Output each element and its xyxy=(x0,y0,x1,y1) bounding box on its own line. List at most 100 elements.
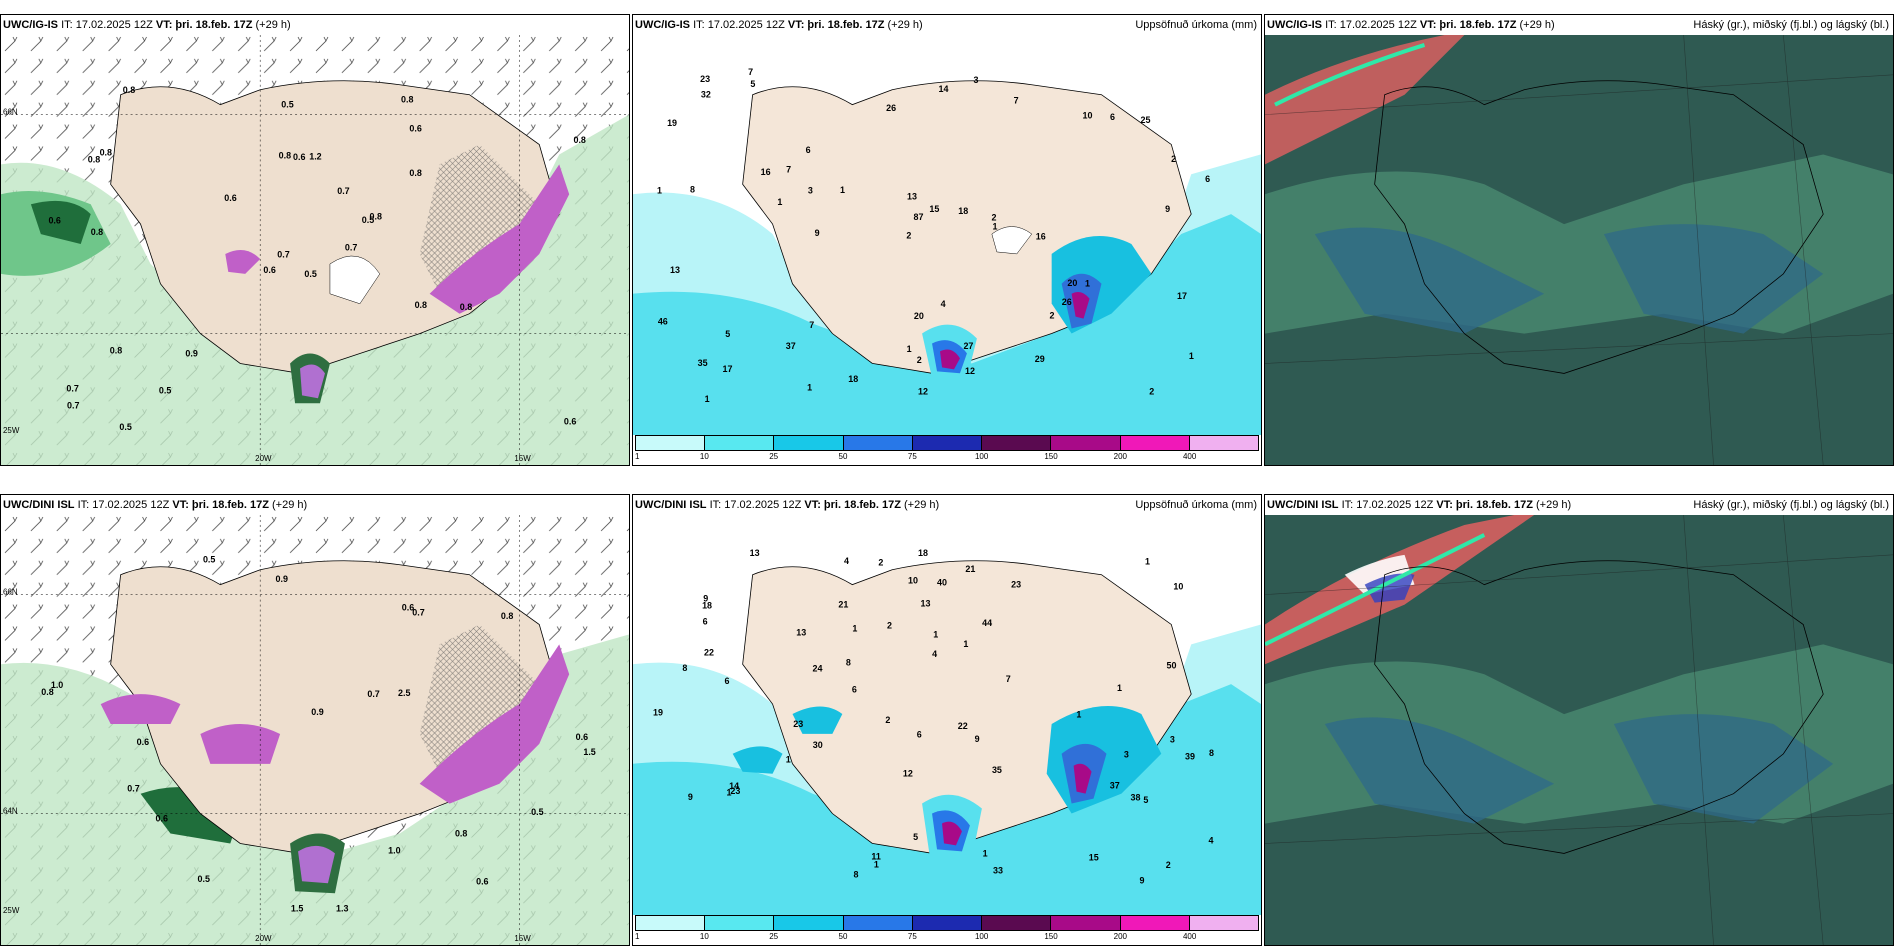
map-value-label: 1 xyxy=(852,623,857,633)
map-value-label: 1 xyxy=(907,344,912,354)
map-value-label: 2 xyxy=(906,231,911,241)
map-value-label: 12 xyxy=(918,386,928,396)
map-value-label: 1.2 xyxy=(309,152,321,162)
map-value-label: 1 xyxy=(657,186,662,196)
valid-time: VT: þri. 18.feb. 17Z xyxy=(1419,19,1517,31)
lon-label-20w: 20W xyxy=(255,454,272,463)
map-value-label: 22 xyxy=(958,721,968,731)
map-value-label: 0.8 xyxy=(409,168,421,178)
legend-ticks: 1 10 25 50 75 100 150 200 400 xyxy=(635,451,1259,463)
map-value-label: 33 xyxy=(993,866,1003,876)
map-value-label: 23 xyxy=(700,74,710,84)
map-value-label: 18 xyxy=(702,601,712,611)
valid-time: VT: þri. 18.feb. 17Z xyxy=(172,499,269,511)
product-title: Háský (gr.), miðský (fj.bl.) og lágský (… xyxy=(1693,499,1889,511)
map-value-label: 2.5 xyxy=(398,688,410,698)
model-name: UWC/DINI ISL xyxy=(1267,499,1339,511)
legend-swatch xyxy=(1120,436,1190,450)
map-value-label: 7 xyxy=(1014,95,1019,105)
map-value-label: 0.5 xyxy=(197,874,209,884)
map-value-label: 87 xyxy=(914,212,924,222)
map-value-label: 3 xyxy=(974,75,979,85)
map-value-label: 4 xyxy=(932,649,937,659)
map-value-label: 26 xyxy=(1062,297,1072,307)
map-value-label: 9 xyxy=(815,228,820,238)
model-name: UWC/DINI ISL xyxy=(3,499,75,511)
lead-time: (+29 h) xyxy=(1536,499,1572,511)
map-value-label: 35 xyxy=(698,358,708,368)
legend-tick-label: 200 xyxy=(1113,452,1128,461)
map-value-label: 0.6 xyxy=(476,876,488,886)
map-value-label: 8 xyxy=(682,663,687,673)
map-value-label: 1 xyxy=(1145,556,1150,566)
legend-swatch xyxy=(1189,436,1258,450)
legend-swatch xyxy=(912,436,983,450)
map-value-label: 0.8 xyxy=(370,212,382,222)
map-value-label: 50 xyxy=(1167,661,1177,671)
map-value-label: 0.6 xyxy=(409,124,421,134)
model-name: UWC/DINI ISL xyxy=(635,499,707,511)
legend-tick-label: 400 xyxy=(1182,932,1197,941)
legend-swatch xyxy=(1120,916,1190,930)
map-value-label: 1 xyxy=(807,383,812,393)
map-value-label: 27 xyxy=(963,341,973,351)
legend-tick-label: 50 xyxy=(838,932,848,941)
map-value-label: 2 xyxy=(887,621,892,631)
map-value-label: 29 xyxy=(1035,354,1045,364)
map-canvas: 6 3 18 1 2 4 9 6 10 2 2 1 1 1 1 1 1 2 1 1 6 23 33 24 21 39 37 30 14 8… xyxy=(633,515,1261,915)
map-value-label: 2 xyxy=(917,355,922,365)
map-value-label: 1 xyxy=(983,849,988,859)
product-title: Uppsöfnuð úrkoma (mm) xyxy=(1135,499,1257,511)
map-value-label: 0.9 xyxy=(185,348,197,358)
map-value-label: 0.5 xyxy=(304,269,316,279)
lead-time: (+29 h) xyxy=(904,499,940,511)
map-value-label: 9 xyxy=(1165,204,1170,214)
map-value-label: 37 xyxy=(1110,781,1120,791)
map-value-label: 9 xyxy=(703,594,708,604)
legend-tick-label: 75 xyxy=(907,932,917,941)
map-value-label: 10 xyxy=(908,575,918,585)
map-value-label: 0.9 xyxy=(311,707,323,717)
map-value-label: 1 xyxy=(1076,709,1081,719)
init-time: IT: 17.02.2025 12Z xyxy=(1325,19,1417,31)
map-value-label: 0.6 xyxy=(48,215,60,225)
map-value-label: 16 xyxy=(761,167,771,177)
lon-label-15w: 15W xyxy=(514,454,531,463)
map-value-label: 21 xyxy=(838,599,848,609)
init-time: IT: 17.02.2025 12Z xyxy=(61,19,153,31)
legend-swatch xyxy=(1051,436,1121,450)
map-value-label: 19 xyxy=(667,118,677,128)
legend-tick-label: 100 xyxy=(974,932,989,941)
model-name: UWC/IG-IS xyxy=(635,19,690,31)
init-time: IT: 17.02.2025 12Z xyxy=(1341,499,1434,511)
init-time: IT: 17.02.2025 12Z xyxy=(693,19,785,31)
map-value-label: 0.7 xyxy=(412,608,424,618)
map-value-label: 16 xyxy=(1036,232,1046,242)
map-value-label: 2 xyxy=(1166,860,1171,870)
map-value-label: 8 xyxy=(853,870,858,880)
map-value-label: 6 xyxy=(1205,174,1210,184)
map-value-label: 12 xyxy=(903,768,913,778)
lead-time: (+29 h) xyxy=(255,19,291,31)
lat-label-64n: 64N xyxy=(3,807,18,816)
map-value-label: 0.6 xyxy=(564,416,576,426)
map-value-label: 2 xyxy=(992,213,997,223)
panel-top-right-cloud-map: UWC/IG-IS IT: 17.02.2025 12Z VT: þri. 18… xyxy=(1264,14,1894,466)
init-time: IT: 17.02.2025 12Z xyxy=(77,499,170,511)
valid-time: VT: þri. 18.feb. 17Z xyxy=(804,499,901,511)
map-value-label: 24 xyxy=(813,663,823,673)
legend-swatch xyxy=(843,916,913,930)
map-value-label: 0.8 xyxy=(460,302,472,312)
map-value-label: 1.0 xyxy=(51,680,63,690)
legend-tick-label: 1 xyxy=(635,452,640,461)
valid-time: VT: þri. 18.feb. 17Z xyxy=(155,19,253,31)
model-name: UWC/IG-IS xyxy=(3,19,58,31)
map-value-label: 46 xyxy=(658,317,668,327)
panel-header: UWC/DINI ISL IT: 17.02.2025 12Z VT: þri.… xyxy=(1,495,629,515)
lat-label-66n: 66N xyxy=(3,588,18,597)
map-value-label: 1.5 xyxy=(583,747,595,757)
map-value-label: 2 xyxy=(878,557,883,567)
map-value-label: 6 xyxy=(1110,112,1115,122)
map-value-label: 0.5 xyxy=(159,385,171,395)
map-value-label: 0.9 xyxy=(276,574,288,584)
